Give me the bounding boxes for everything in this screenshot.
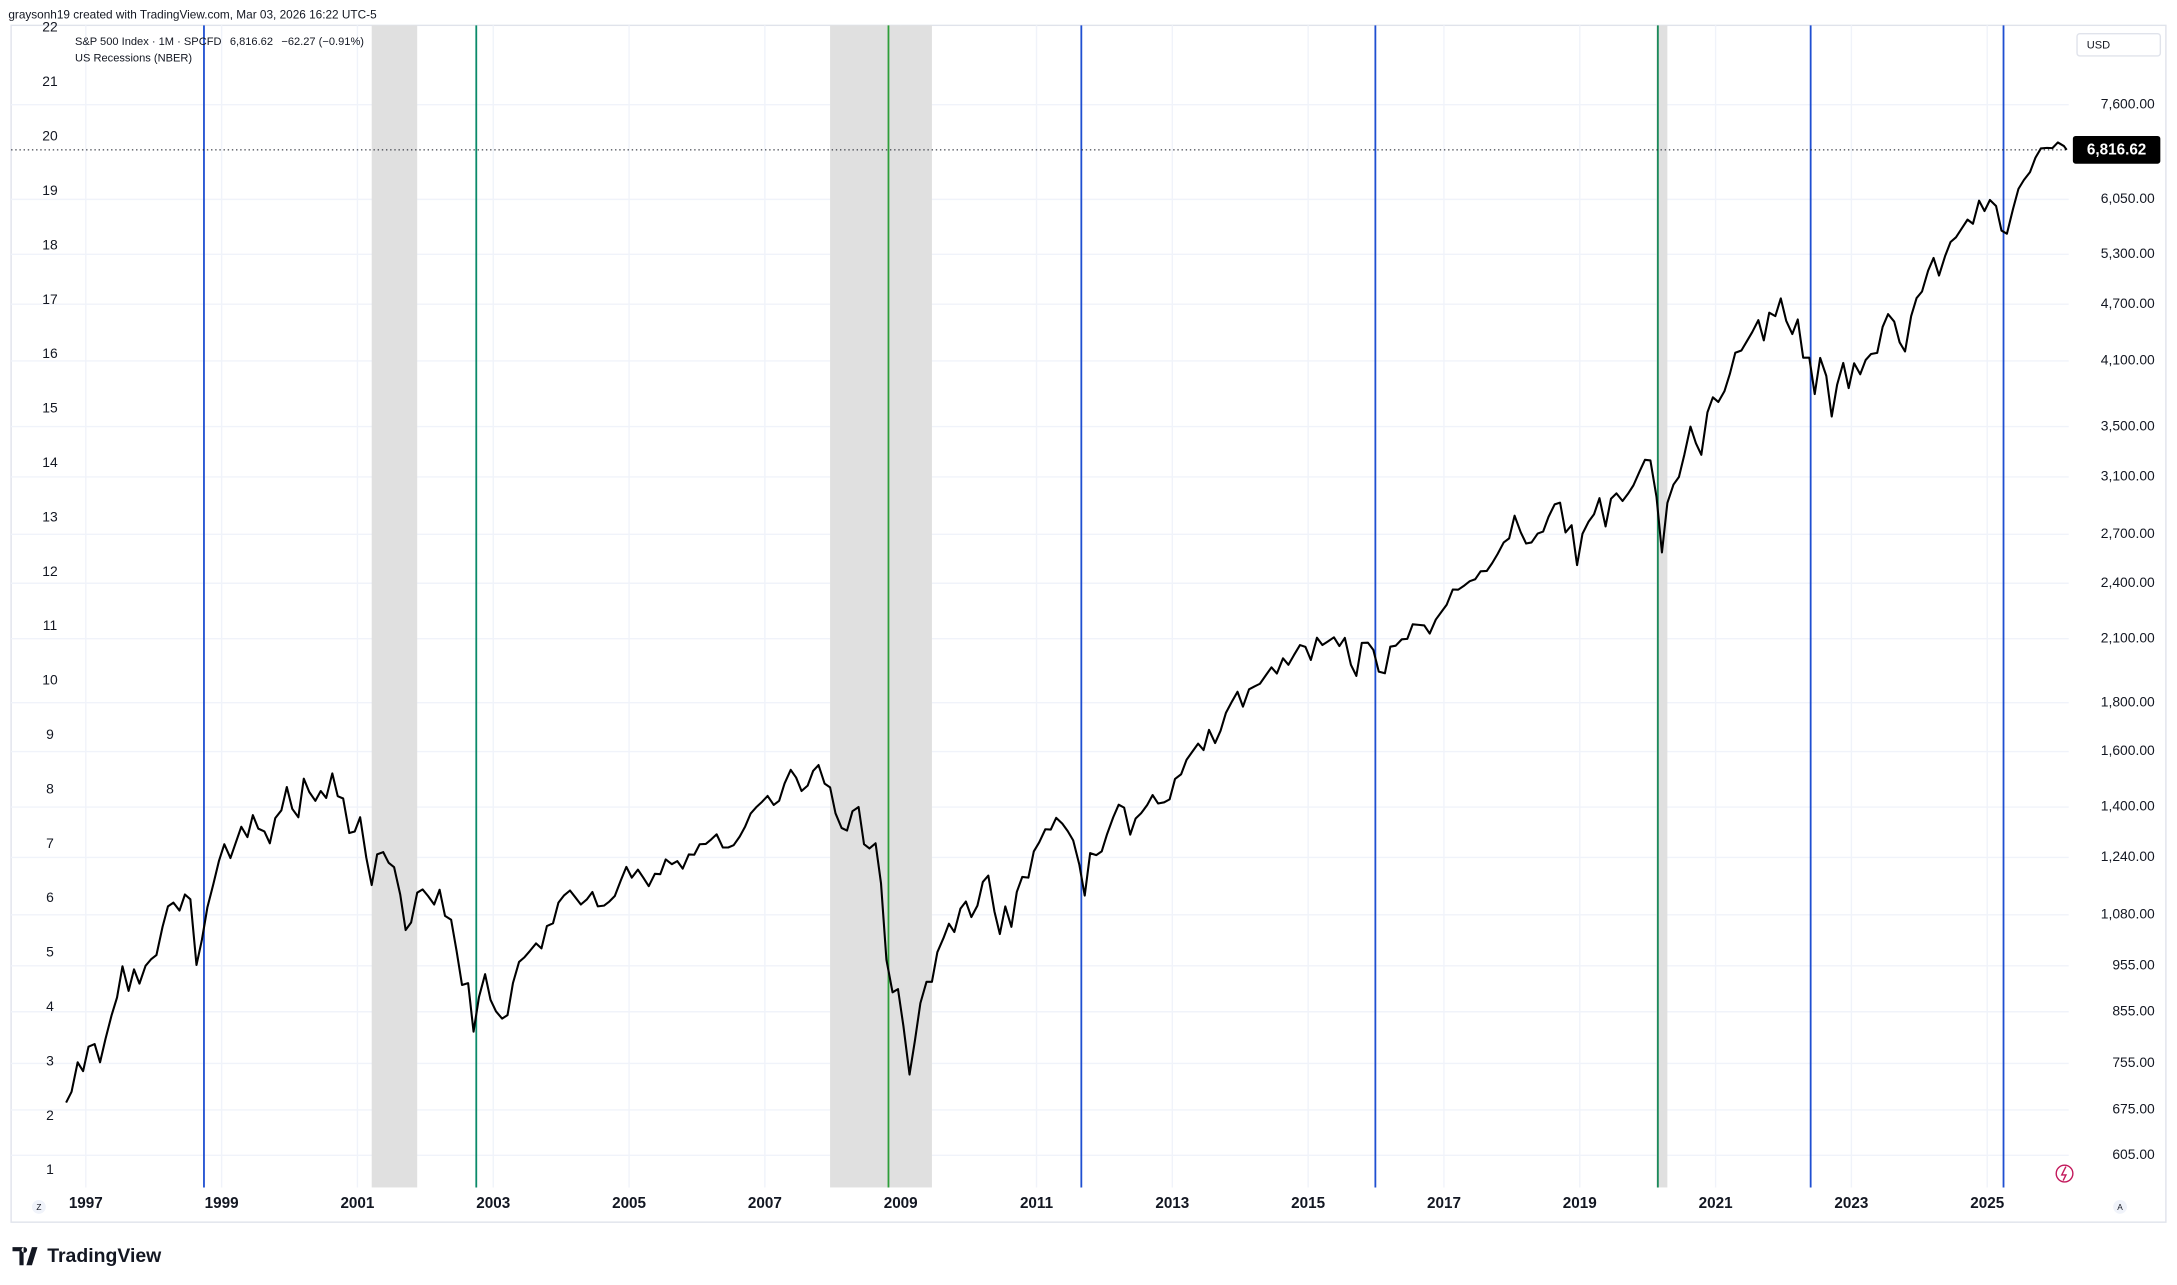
chart-layer: 1997 1999 2001 2003 2005 2007 2009 2011 2013 2015…	[11, 19, 2155, 1212]
y-tick-label: 4,100.00	[2101, 352, 2155, 368]
y2-tick-label: 18	[42, 236, 58, 252]
y2-tick-label: 12	[42, 563, 58, 579]
y-tick-label: 1,600.00	[2101, 742, 2155, 758]
x-tick-label: 2017	[1427, 1195, 1461, 1212]
x-tick-label: 2021	[1699, 1195, 1733, 1212]
legend-price: 6,816.62	[230, 36, 273, 48]
y2-tick-label: 9	[46, 726, 54, 742]
x-tick-label: 1997	[69, 1195, 103, 1212]
recession-band	[830, 25, 932, 1188]
y2-tick-label: 19	[42, 182, 58, 198]
y-tick-label: 3,500.00	[2101, 417, 2155, 433]
z-button[interactable]	[31, 1199, 46, 1214]
y2-tick-label: 6	[46, 889, 54, 905]
currency: USD	[2087, 39, 2110, 51]
y2-tick-label: 17	[42, 291, 58, 307]
x-tick-label: 2025	[1970, 1195, 2004, 1212]
x-tick-label: 2007	[748, 1195, 782, 1212]
chart-frame	[10, 24, 2167, 1223]
y-tick-label: 755.00	[2112, 1054, 2155, 1070]
x-tick-label: 2011	[1020, 1195, 1054, 1212]
y-tick-label: 855.00	[2112, 1002, 2155, 1018]
currency-box[interactable]	[2076, 32, 2162, 57]
a-button[interactable]	[2113, 1199, 2128, 1214]
recession-band	[1656, 25, 1668, 1188]
y2-tick-label: 5	[46, 944, 54, 960]
y2-tick-label: 14	[42, 454, 58, 470]
y2-tick-label: 8	[46, 780, 54, 796]
y2-tick-label: 2	[46, 1107, 54, 1123]
y-tick-label: 4,700.00	[2101, 295, 2155, 311]
legend-change: −62.27 (−0.91%)	[281, 36, 364, 48]
y-tick-label: 2,100.00	[2101, 629, 2155, 645]
y-tick-label: 3,100.00	[2101, 468, 2155, 484]
y2-tick-label: 4	[46, 998, 54, 1014]
x-tick-label: 2009	[884, 1195, 918, 1212]
y2-tick-label: 21	[42, 73, 58, 89]
y2-tick-label: 22	[42, 19, 58, 35]
y2-tick-label: 13	[42, 508, 58, 524]
y2-tick-label: 20	[42, 128, 58, 144]
y2-tick-label: 15	[42, 400, 58, 416]
last-price-label: 6,816.62	[2087, 142, 2146, 159]
y2-tick-label: 16	[42, 345, 58, 361]
y-tick-label: 1,240.00	[2101, 848, 2155, 864]
x-tick-label: 2005	[612, 1195, 646, 1212]
last-price-box	[2072, 135, 2161, 164]
y2-tick-label: 10	[42, 672, 58, 688]
y-tick-label: 7,600.00	[2101, 95, 2155, 111]
y-tick-label: 1,800.00	[2101, 693, 2155, 709]
brand-logo	[12, 1247, 38, 1266]
y-tick-label: 605.00	[2112, 1146, 2155, 1162]
legend-recessions: US Recessions (NBER)	[75, 53, 192, 65]
x-tick-label: 2013	[1155, 1195, 1189, 1212]
y-tick-label: 1,400.00	[2101, 798, 2155, 814]
x-tick-label: 2001	[340, 1195, 374, 1212]
x-tick-label: 2015	[1291, 1195, 1325, 1212]
a-label: A	[2117, 1202, 2123, 1212]
x-tick-label: 2023	[1834, 1195, 1868, 1212]
brand: TradingView	[47, 1245, 162, 1267]
y-tick-label: 2,400.00	[2101, 574, 2155, 590]
header: graysonh19 created with TradingView.com,…	[8, 8, 377, 22]
y2-tick-label: 11	[43, 617, 58, 633]
y-tick-label: 6,050.00	[2101, 190, 2155, 206]
y-tick-label: 1,080.00	[2101, 905, 2155, 921]
y2-tick-label: 1	[46, 1161, 54, 1177]
x-tick-label: 2003	[476, 1195, 510, 1212]
alert-bolt	[2060, 1166, 2068, 1181]
x-tick-label: 2019	[1563, 1195, 1597, 1212]
y-tick-label: 955.00	[2112, 957, 2155, 973]
alert-icon[interactable]	[2055, 1164, 2074, 1183]
legend-name: S&P 500 Index · 1M · SPCFD	[75, 36, 222, 48]
x-tick-label: 1999	[205, 1195, 239, 1212]
z-label: Z	[36, 1202, 41, 1212]
price-line	[65, 141, 2068, 1104]
y2-tick-label: 7	[46, 835, 54, 851]
y2-tick-label: 3	[46, 1052, 54, 1068]
y-tick-label: 675.00	[2112, 1101, 2155, 1117]
y-tick-label: 5,300.00	[2101, 245, 2155, 261]
y-tick-label: 2,700.00	[2101, 525, 2155, 541]
recession-band	[371, 25, 418, 1188]
legend-series: S&P 500 Index · 1M · SPCFD 6,816.62 −62.27…	[75, 36, 364, 48]
